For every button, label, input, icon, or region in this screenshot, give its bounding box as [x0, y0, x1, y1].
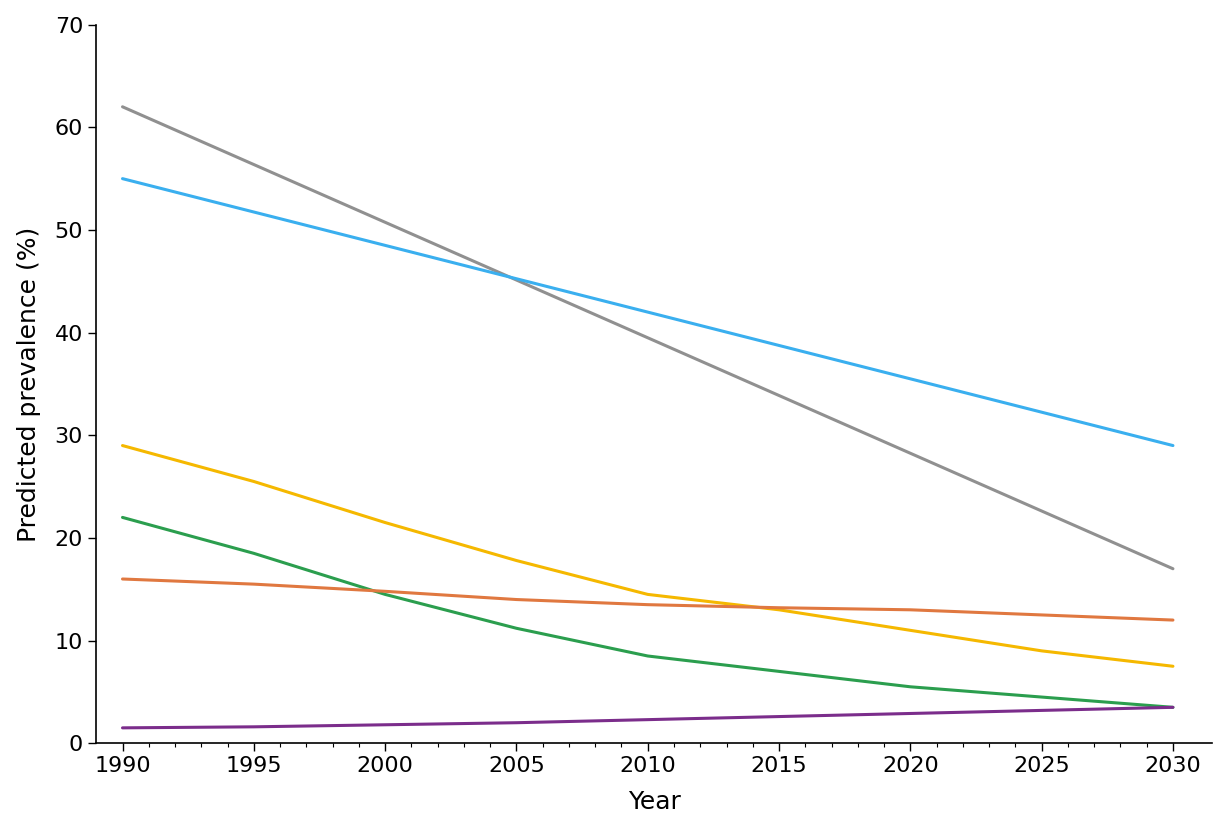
Y-axis label: Predicted prevalence (%): Predicted prevalence (%) [17, 226, 41, 542]
X-axis label: Year: Year [628, 790, 681, 814]
